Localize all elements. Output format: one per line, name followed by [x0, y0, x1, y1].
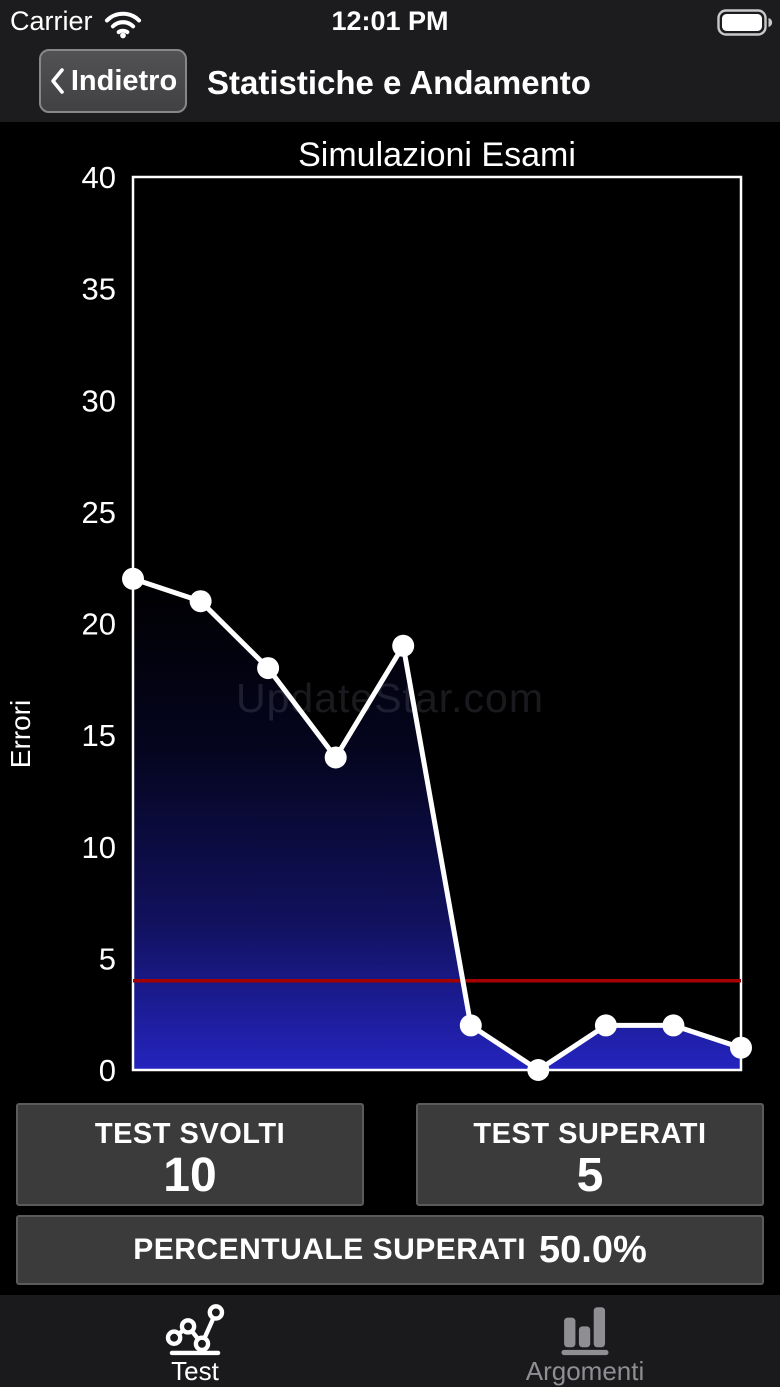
watermark-text: UpdateStar.com — [236, 675, 544, 721]
bar-chart-icon — [561, 1307, 609, 1356]
tests-passed-box: TEST SUPERATI 5 — [416, 1103, 764, 1206]
tests-taken-value: 10 — [163, 1149, 217, 1202]
tab-test-label: Test — [171, 1356, 219, 1386]
svg-text:20: 20 — [82, 607, 116, 642]
chart-title: Simulazioni Esami — [298, 136, 576, 174]
percent-passed-label: PERCENTUALE SUPERATI — [133, 1233, 527, 1266]
battery-icon — [717, 9, 773, 36]
y-axis-label: Errori — [5, 700, 36, 768]
tab-bar: Test Argomenti — [0, 1295, 780, 1387]
series-markers — [122, 567, 752, 1081]
percent-passed-box: PERCENTUALE SUPERATI 50.0% — [16, 1215, 764, 1285]
svg-text:0: 0 — [99, 1053, 116, 1088]
back-chevron-icon — [51, 68, 64, 94]
carrier-label: Carrier — [10, 6, 93, 36]
y-axis-tick-labels: 0 5 10 15 20 25 30 35 40 — [82, 160, 116, 1088]
svg-text:5: 5 — [99, 941, 116, 976]
page-title: Statistiche e Andamento — [207, 64, 591, 101]
tests-passed-value: 5 — [576, 1149, 604, 1202]
top-bar: Carrier 12:01 PM Indietro Statistiche e … — [0, 0, 780, 122]
percent-passed-value: 50.0% — [539, 1228, 647, 1271]
series-line — [130, 576, 744, 1073]
plot-area-border — [131, 175, 743, 1072]
exam-simulations-chart: Simulazioni Esami 0 5 10 15 20 25 30 35 40 Error… — [5, 136, 752, 1088]
back-button-label: Indietro — [70, 64, 178, 97]
back-button[interactable]: Indietro — [39, 49, 187, 113]
svg-text:10: 10 — [82, 830, 116, 865]
clock-label: 12:01 PM — [331, 6, 449, 36]
svg-text:25: 25 — [82, 495, 116, 530]
tests-taken-box: TEST SVOLTI 10 — [16, 1103, 364, 1206]
tests-taken-label: TEST SVOLTI — [94, 1118, 286, 1150]
tests-passed-label: TEST SUPERATI — [473, 1118, 707, 1150]
svg-text:40: 40 — [82, 160, 116, 195]
tab-test[interactable]: Test — [0, 1295, 390, 1387]
svg-text:35: 35 — [82, 272, 116, 307]
svg-text:30: 30 — [82, 383, 116, 418]
tab-argomenti[interactable]: Argomenti — [390, 1295, 780, 1387]
wifi-icon — [104, 11, 142, 39]
line-chart-icon — [165, 1304, 225, 1356]
series-area-fill — [133, 578, 741, 1070]
svg-text:15: 15 — [82, 718, 116, 753]
tab-argomenti-label: Argomenti — [525, 1356, 645, 1386]
